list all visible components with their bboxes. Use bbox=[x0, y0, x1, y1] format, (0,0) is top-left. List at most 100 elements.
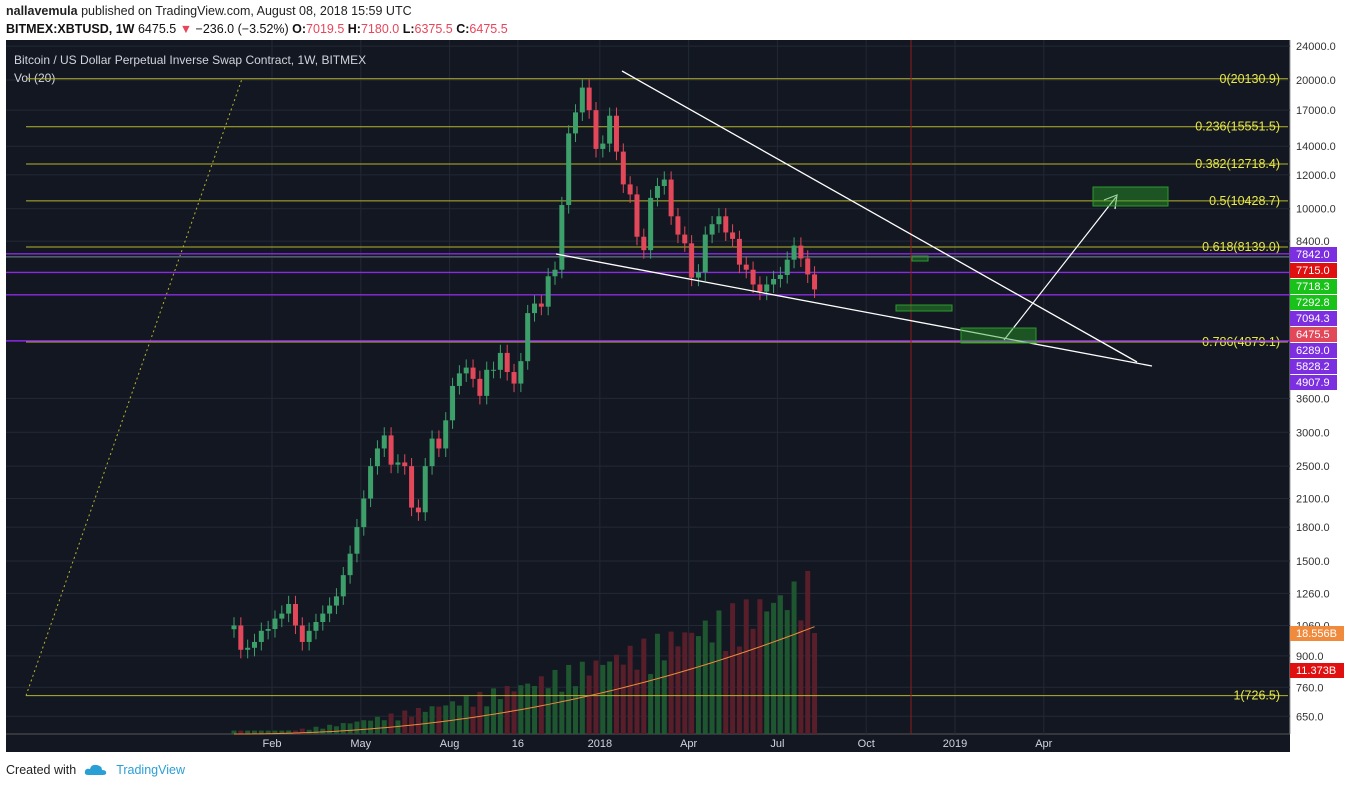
volume-bar bbox=[504, 686, 510, 734]
volume-bar bbox=[272, 730, 278, 734]
y-tick-label: 1800.0 bbox=[1296, 522, 1330, 534]
change-value: −236.0 (−3.52%) bbox=[195, 22, 289, 36]
volume-bar bbox=[477, 691, 483, 734]
volume-bar bbox=[491, 688, 497, 734]
candle-body bbox=[532, 303, 538, 314]
volume-bar bbox=[251, 730, 257, 734]
x-tick-label: Aug bbox=[440, 738, 460, 750]
candle-body bbox=[573, 112, 578, 134]
volume-bar bbox=[723, 651, 729, 734]
volume-bar bbox=[422, 711, 428, 734]
candle-body bbox=[286, 603, 292, 614]
volume-bar bbox=[757, 599, 763, 734]
candle-body bbox=[409, 466, 415, 508]
candle-body bbox=[695, 272, 701, 278]
volume-bar bbox=[402, 710, 408, 734]
volume-bar bbox=[805, 570, 811, 734]
x-tick-label: Oct bbox=[858, 738, 875, 750]
y-tick-label: 24000.0 bbox=[1296, 41, 1336, 53]
volume-bar bbox=[668, 631, 674, 734]
fib-level-label: 0.786(4879.1) bbox=[1202, 335, 1280, 349]
volume-bar bbox=[702, 620, 708, 734]
x-tick-label: 2018 bbox=[588, 738, 612, 750]
candle-body bbox=[566, 133, 572, 206]
price-tag-label: 6475.5 bbox=[1296, 329, 1330, 341]
volume-bar bbox=[784, 610, 790, 734]
candles-layer bbox=[231, 79, 818, 659]
candle-body bbox=[648, 197, 654, 251]
price-tag bbox=[1290, 343, 1337, 358]
candle-body bbox=[784, 259, 790, 275]
candle-body bbox=[620, 151, 626, 185]
y-tick-label: 3600.0 bbox=[1296, 393, 1330, 405]
candle-body bbox=[689, 243, 695, 278]
volume-bar bbox=[415, 708, 421, 734]
fib-trend-line bbox=[25, 78, 243, 696]
close-value: 6475.5 bbox=[469, 22, 508, 36]
y-tick-label: 3000.0 bbox=[1296, 427, 1330, 439]
candle-body bbox=[743, 264, 749, 270]
volume-bar bbox=[470, 706, 476, 734]
candle-body bbox=[443, 420, 449, 449]
volume-bar bbox=[812, 633, 818, 734]
tradingview-link[interactable]: TradingView bbox=[116, 763, 185, 777]
volume-bar bbox=[661, 660, 667, 734]
candle-body bbox=[586, 87, 592, 111]
volume-bar bbox=[600, 664, 606, 734]
volume-bar bbox=[730, 603, 736, 734]
candle-body bbox=[265, 629, 271, 631]
candle-body bbox=[736, 238, 742, 265]
volume-bar bbox=[333, 726, 339, 734]
volume-bar bbox=[306, 729, 312, 734]
fib-level-label: 0.618(8139.0) bbox=[1202, 240, 1280, 254]
volume-ma-line bbox=[233, 626, 815, 735]
volume-bar bbox=[497, 699, 503, 734]
candle-body bbox=[627, 184, 633, 195]
fib-level-label: 0.5(10428.7) bbox=[1209, 194, 1280, 208]
candle-body bbox=[661, 179, 667, 187]
x-tick-label: Apr bbox=[680, 738, 697, 750]
candle-body bbox=[354, 527, 360, 554]
candle-body bbox=[668, 179, 674, 217]
volume-bar bbox=[368, 720, 374, 734]
fib-level-label: 0.236(15551.5) bbox=[1195, 120, 1280, 134]
tradingview-cloud-icon bbox=[84, 764, 107, 775]
low-label: L: bbox=[402, 22, 415, 36]
y-tick-label: 2100.0 bbox=[1296, 494, 1330, 506]
volume-bar bbox=[265, 730, 271, 734]
volume-bar bbox=[511, 691, 517, 734]
candle-body bbox=[682, 234, 688, 244]
candle-body bbox=[292, 603, 298, 626]
candle-body bbox=[484, 369, 490, 396]
price-tag-label: 7842.0 bbox=[1296, 249, 1330, 261]
candle-body bbox=[497, 352, 503, 370]
volume-bar bbox=[532, 685, 538, 734]
volume-bar bbox=[682, 632, 688, 734]
volume-bar bbox=[429, 706, 435, 734]
price-chart[interactable]: Bitcoin / US Dollar Perpetual Inverse Sw… bbox=[0, 0, 1348, 760]
candle-body bbox=[238, 625, 244, 650]
candle-body bbox=[422, 466, 428, 513]
candle-body bbox=[450, 385, 456, 421]
created-with-text: Created with bbox=[6, 763, 77, 777]
candle-body bbox=[511, 372, 517, 384]
volume-bar bbox=[689, 632, 695, 734]
candle-body bbox=[231, 625, 237, 630]
volume-bar bbox=[716, 610, 722, 734]
down-triangle-icon: ▼ bbox=[179, 22, 193, 36]
fib-level-label: 1(726.5) bbox=[1233, 689, 1280, 703]
volume-bar bbox=[245, 730, 251, 734]
candle-body bbox=[805, 258, 811, 275]
author-link[interactable]: nallavemula bbox=[6, 4, 78, 18]
volume-bar bbox=[299, 728, 305, 734]
candle-body bbox=[251, 641, 257, 648]
descending-trend-line bbox=[621, 70, 1138, 363]
candle-body bbox=[545, 276, 551, 307]
publisher-line: nallavemula published on TradingView.com… bbox=[6, 4, 412, 18]
candle-body bbox=[327, 605, 333, 614]
x-tick-label: Apr bbox=[1035, 738, 1052, 750]
target-zone-box bbox=[1092, 186, 1169, 207]
volume-bar bbox=[258, 730, 264, 734]
volume-bar bbox=[388, 713, 394, 734]
candle-body bbox=[333, 596, 339, 606]
